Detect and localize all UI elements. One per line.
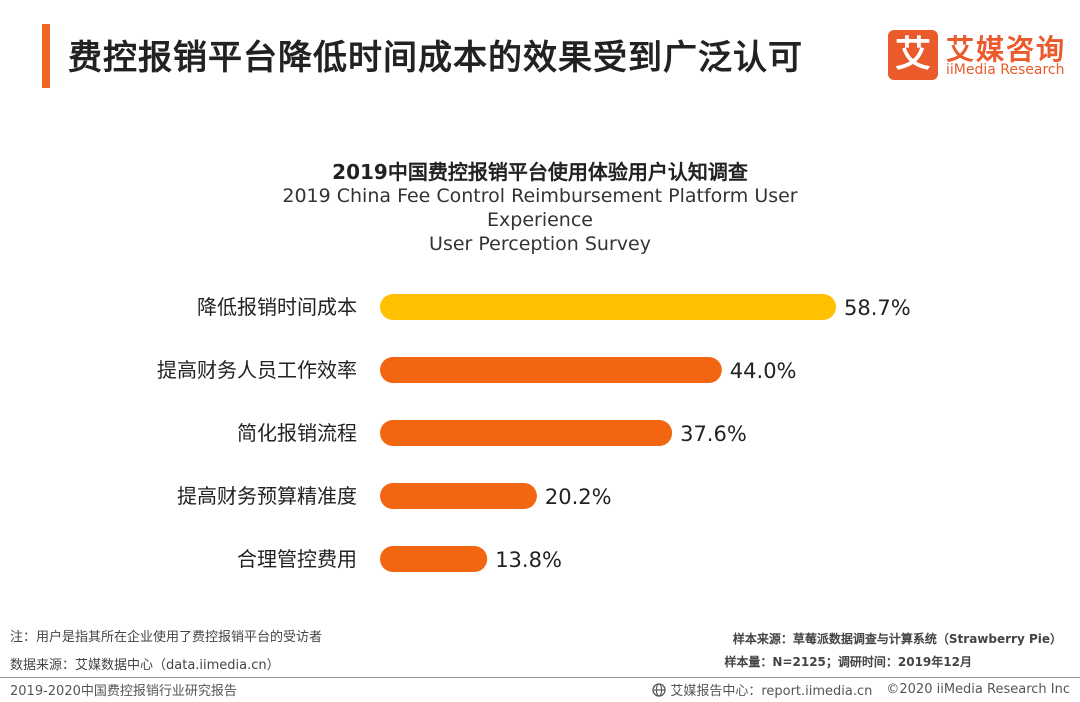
title-accent-bar [42, 24, 50, 88]
copyright: ©2020 iiMedia Research Inc [886, 682, 1070, 697]
logo-name: 艾媒咨询 [946, 33, 1067, 66]
logo-mark: 艾 [888, 30, 938, 80]
category-label-2: 提高财务人员工作效率 [157, 358, 357, 382]
sample-source: 样本来源：草莓派数据调查与计算系统（Strawberry Pie） [732, 632, 1062, 646]
report-name: 2019-2020中国费控报销行业研究报告 [10, 684, 237, 699]
bar-5 [380, 546, 488, 572]
value-label-2: 44.0% [730, 359, 797, 383]
category-label-1: 降低报销时间成本 [197, 295, 357, 319]
chart-title: 2019中国费控报销平台使用体验用户认知调查 [332, 160, 748, 184]
globe-icon [652, 682, 666, 697]
bar-3 [380, 420, 673, 446]
logo-english: iiMedia Research [946, 62, 1065, 78]
chart-subtitle-line2: User Perception Survey [429, 233, 651, 255]
chart-subtitle-line1: 2019 China Fee Control Reimbursement Pla… [282, 185, 798, 231]
category-label-4: 提高财务预算精准度 [177, 484, 357, 508]
bar-2 [380, 357, 722, 383]
footnote: 注：用户是指其所在企业使用了费控报销平台的受访者 [10, 630, 323, 645]
bar-4 [380, 483, 537, 509]
page-title: 费控报销平台降低时间成本的效果受到广泛认可 [68, 38, 803, 78]
value-label-1: 58.7% [844, 296, 911, 320]
bar-1 [380, 294, 836, 320]
report-center-link[interactable]: 艾媒报告中心：report.iimedia.cn [670, 684, 873, 699]
data-source: 数据来源：艾媒数据中心（data.iimedia.cn） [10, 658, 280, 673]
category-label-3: 简化报销流程 [237, 421, 357, 445]
footer-divider [0, 677, 1080, 678]
value-label-4: 20.2% [545, 485, 612, 509]
value-label-5: 13.8% [495, 548, 562, 572]
category-label-5: 合理管控费用 [237, 547, 357, 571]
footer-right: 艾媒报告中心：report.iimedia.cn ©2020 iiMedia R… [652, 680, 1070, 699]
chart-subtitle: 2019 China Fee Control Reimbursement Pla… [240, 184, 840, 256]
sample-size: 样本量：N=2125；调研时间：2019年12月 [724, 655, 972, 669]
value-label-3: 37.6% [680, 422, 747, 446]
